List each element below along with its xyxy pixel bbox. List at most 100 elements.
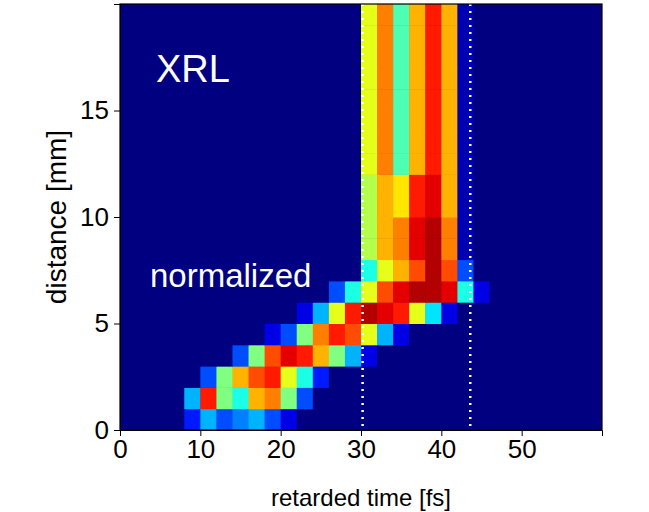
heat-cell — [281, 196, 298, 218]
heat-cell — [570, 68, 587, 90]
heat-cell — [393, 366, 410, 388]
heat-cell — [538, 387, 555, 409]
heat-cell — [200, 153, 217, 175]
heat-cell — [554, 345, 571, 367]
heat-cell — [586, 281, 602, 303]
heat-cell — [441, 281, 458, 303]
heat-cell — [120, 174, 137, 196]
heat-cell — [522, 260, 539, 282]
y-axis-title: distance [mm] — [41, 130, 72, 304]
heat-cell — [232, 25, 249, 47]
heat-cell — [473, 89, 490, 111]
heat-cell — [200, 366, 217, 388]
heat-cell — [281, 387, 298, 409]
heat-cell — [152, 111, 169, 133]
chart: 01020304050051015XRLnormalizedretarded t… — [0, 0, 649, 512]
annotation: normalized — [150, 257, 311, 294]
heat-cell — [249, 89, 266, 111]
heat-cell — [425, 4, 442, 26]
heat-cell — [409, 345, 426, 367]
heat-cell — [120, 153, 137, 175]
heat-cell — [281, 174, 298, 196]
heat-cell — [538, 47, 555, 69]
heat-cell — [120, 260, 137, 282]
heat-cell — [200, 132, 217, 154]
heat-cell — [152, 217, 169, 239]
heat-cell — [586, 238, 602, 260]
heat-cell — [200, 89, 217, 111]
heat-cell — [570, 25, 587, 47]
heat-cell — [522, 387, 539, 409]
heat-cell — [184, 111, 201, 133]
heat-cell — [441, 4, 458, 26]
heat-cell — [329, 153, 346, 175]
heat-cell — [184, 302, 201, 324]
heat-cell — [473, 132, 490, 154]
heat-cell — [361, 132, 378, 154]
heat-cell — [200, 111, 217, 133]
y-axis-line — [114, 5, 121, 431]
heat-cell — [136, 47, 153, 69]
heat-cell — [506, 174, 523, 196]
heat-cell — [570, 260, 587, 282]
heat-cell — [136, 174, 153, 196]
heat-cell — [249, 153, 266, 175]
heat-cell — [522, 111, 539, 133]
heat-cell — [554, 387, 571, 409]
heat-cell — [538, 281, 555, 303]
heat-cell — [232, 324, 249, 346]
heat-cell — [168, 366, 185, 388]
heat-cell — [393, 324, 410, 346]
heat-cell — [265, 174, 282, 196]
heat-cell — [441, 387, 458, 409]
heat-cell — [377, 174, 394, 196]
heat-cell — [425, 324, 442, 346]
y-tick-label: 0 — [95, 415, 109, 445]
heat-cell — [313, 217, 330, 239]
heat-cell — [216, 153, 233, 175]
heat-cell — [313, 387, 330, 409]
heat-cell — [281, 132, 298, 154]
heat-cell — [441, 47, 458, 69]
heat-cell — [184, 345, 201, 367]
heat-cell — [329, 47, 346, 69]
heat-cell — [393, 153, 410, 175]
heat-cell — [377, 409, 394, 430]
heat-cell — [457, 153, 474, 175]
heat-cell — [329, 281, 346, 303]
heat-cell — [281, 111, 298, 133]
heat-cell — [377, 111, 394, 133]
heat-cell — [409, 68, 426, 90]
heat-cell — [249, 68, 266, 90]
heat-cell — [393, 132, 410, 154]
heat-cell — [249, 174, 266, 196]
heat-cell — [136, 89, 153, 111]
y-tick-label: 15 — [80, 95, 109, 125]
heat-cell — [120, 302, 137, 324]
heat-cell — [538, 409, 555, 430]
heat-cell — [490, 409, 507, 430]
heat-cell — [120, 281, 137, 303]
heat-cell — [506, 132, 523, 154]
heat-cell — [297, 132, 314, 154]
heat-cell — [425, 260, 442, 282]
heat-cell — [249, 366, 266, 388]
heat-cell — [345, 281, 362, 303]
heat-cell — [586, 260, 602, 282]
y-tick: 5 — [95, 308, 120, 338]
heat-cell — [425, 409, 442, 430]
heat-cell — [409, 324, 426, 346]
heat-cell — [538, 174, 555, 196]
heat-cell — [490, 238, 507, 260]
heat-cell — [441, 324, 458, 346]
heat-cell — [393, 302, 410, 324]
y-tick-label: 5 — [95, 308, 109, 338]
heat-cell — [265, 366, 282, 388]
heat-cell — [361, 153, 378, 175]
heat-cell — [425, 345, 442, 367]
heat-cell — [152, 174, 169, 196]
heat-cell — [490, 153, 507, 175]
heat-cell — [393, 4, 410, 26]
heat-cell — [393, 217, 410, 239]
heat-cell — [538, 153, 555, 175]
